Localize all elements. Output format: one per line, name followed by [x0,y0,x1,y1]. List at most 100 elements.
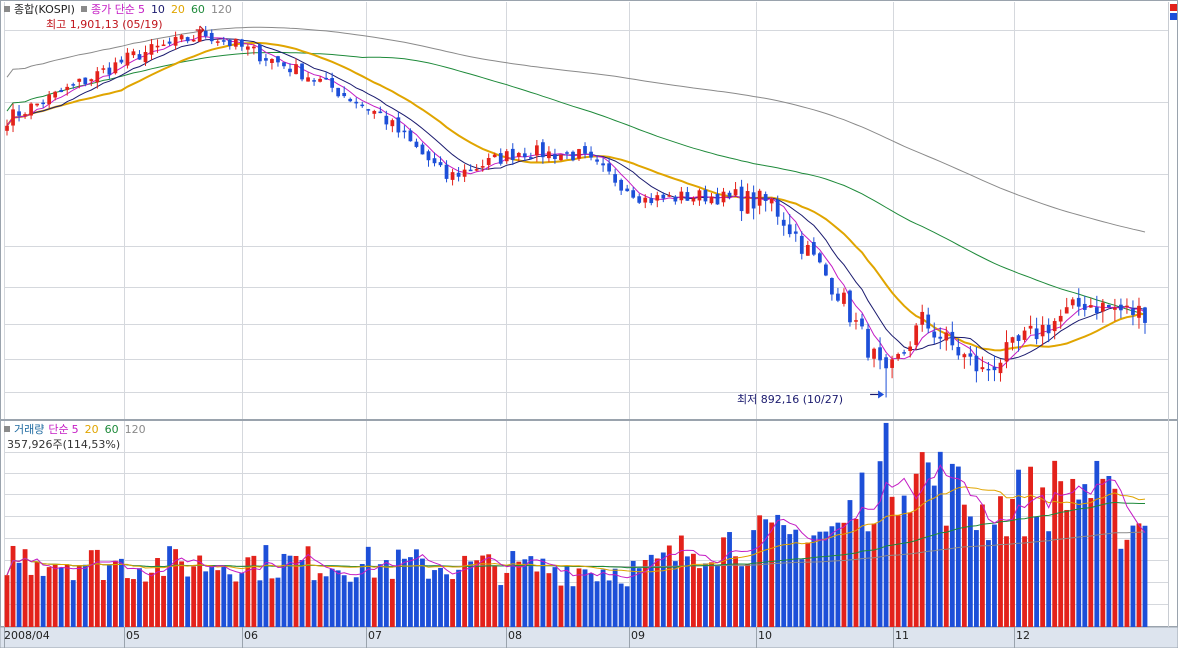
candle-down [793,231,798,234]
candle-down [992,366,997,371]
candle-down [432,158,437,164]
candle-down [312,80,316,82]
candle-up [962,354,967,358]
volume-bar-up [841,522,847,627]
volume-bar-down [763,519,769,627]
volume-bar-up [245,557,251,627]
candle-down [468,169,473,172]
volume-bar-down [1118,548,1124,627]
candle-down [866,328,870,358]
candle-up [577,149,581,159]
candle-up [534,145,539,156]
candle-down [17,111,21,116]
volume-bar-down [359,563,365,627]
volume-bar-up [1070,478,1076,627]
volume-ma5-line [6,464,1146,579]
candle-down [258,44,262,62]
candle-down [185,37,190,42]
volume-bar-down [751,530,757,627]
volume-bar-up [161,575,166,627]
volume-bar-down [239,573,245,627]
legend-marker-icon [80,6,87,12]
volume-panel-title: 거래량 [14,423,45,436]
volume-bar-down [600,569,606,627]
candle-up [908,346,913,351]
volume-bar-up [125,578,130,627]
volume-bar-up [504,572,510,627]
volume-bar-down [955,466,961,627]
candle-down [83,77,88,85]
candle-up [270,59,274,63]
candle-down [1016,335,1021,341]
volume-bar-down [1016,469,1021,627]
volume-bar-down [420,558,425,627]
candle-up [11,109,15,126]
candle-down [661,194,666,199]
candle-down [565,152,569,154]
candle-down [986,368,991,371]
candle-up [1088,305,1093,308]
volume-bar-down [365,546,371,627]
volume-bar-up [4,575,10,627]
volume-bar-up [1028,466,1033,627]
ma20-legend: 20 [170,3,185,16]
candle-down [715,193,720,205]
candle-down [324,77,328,80]
volume-bar-up [1136,523,1142,627]
candle-down [751,192,756,209]
volume-bar-up [757,515,763,627]
volume-bar-up [666,545,672,627]
candle-up [1010,337,1015,343]
low-arrow-head-icon [878,390,885,399]
volume-bar-down [901,495,907,627]
candle-up [372,110,377,114]
x-tick-label: 11 [895,629,909,642]
volume-bar-down [552,567,558,627]
high-annotation: 최고 1,901,13 (05/19) [46,16,163,32]
volume-bar-up [46,567,52,627]
volume-bar-down [859,472,865,627]
volume-bar-up [1004,536,1009,627]
volume-bar-down [287,555,293,627]
volume-bar-down [847,500,853,627]
ma120-legend: 120 [210,3,232,16]
volume-bar-down [973,530,979,627]
candle-up [173,36,178,46]
candle-down [830,278,834,295]
candle-down [107,67,112,75]
candle-down [276,56,280,63]
volume-bar-up [462,555,468,627]
volume-bar-up [492,565,498,627]
candle-up [47,94,52,105]
panel-corner-marker [1170,13,1177,20]
candle-down [330,78,335,88]
candle-up [757,190,762,206]
volume-bar-down [1076,499,1082,627]
volume-bar-down [353,577,359,627]
volume-bar-up [733,556,738,627]
candle-down [209,32,214,42]
candle-down [950,331,955,346]
vol-ma60-legend: 60 [104,423,119,436]
volume-bar-up [1088,498,1094,627]
candle-down [860,318,864,327]
candle-up [1125,305,1129,308]
candle-up [462,169,467,177]
volume-bar-down [119,558,124,627]
volume-bar-down [209,565,215,627]
volume-bar-up [191,566,197,627]
volume-bar-down [949,463,955,627]
volume-bar-down [703,563,708,627]
candle-down [824,264,828,276]
candle-up [29,103,33,116]
candle-down [1082,303,1087,310]
candle-up [890,359,894,368]
vol-ma120-legend: 120 [124,423,146,436]
candle-down [571,151,575,161]
price-legend: 종합(KOSPI) 종가 단순 5 10 20 60 120 [4,3,238,16]
volume-bar-down [257,580,263,627]
volume-bar-down [925,462,931,627]
candle-up [5,125,9,131]
price-ma-label: 종가 단순 [90,3,135,16]
candle-down [685,192,690,201]
